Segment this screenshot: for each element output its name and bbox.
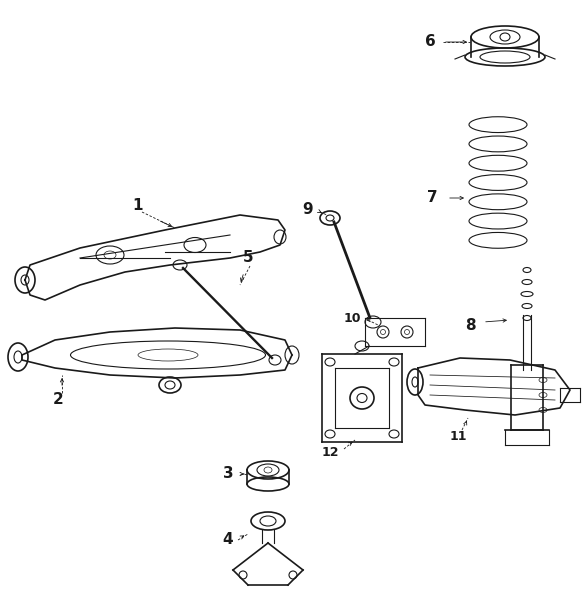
Text: 7: 7	[427, 190, 437, 206]
Text: 10: 10	[343, 311, 361, 324]
Text: 9: 9	[303, 202, 313, 218]
Text: 2: 2	[53, 393, 64, 407]
Text: 12: 12	[321, 445, 339, 458]
Text: 3: 3	[223, 467, 234, 482]
Text: 11: 11	[449, 431, 467, 444]
Text: 1: 1	[133, 197, 143, 212]
Text: 4: 4	[223, 533, 234, 547]
Text: 5: 5	[243, 250, 253, 266]
Text: 8: 8	[465, 317, 475, 333]
Text: 6: 6	[425, 34, 436, 49]
